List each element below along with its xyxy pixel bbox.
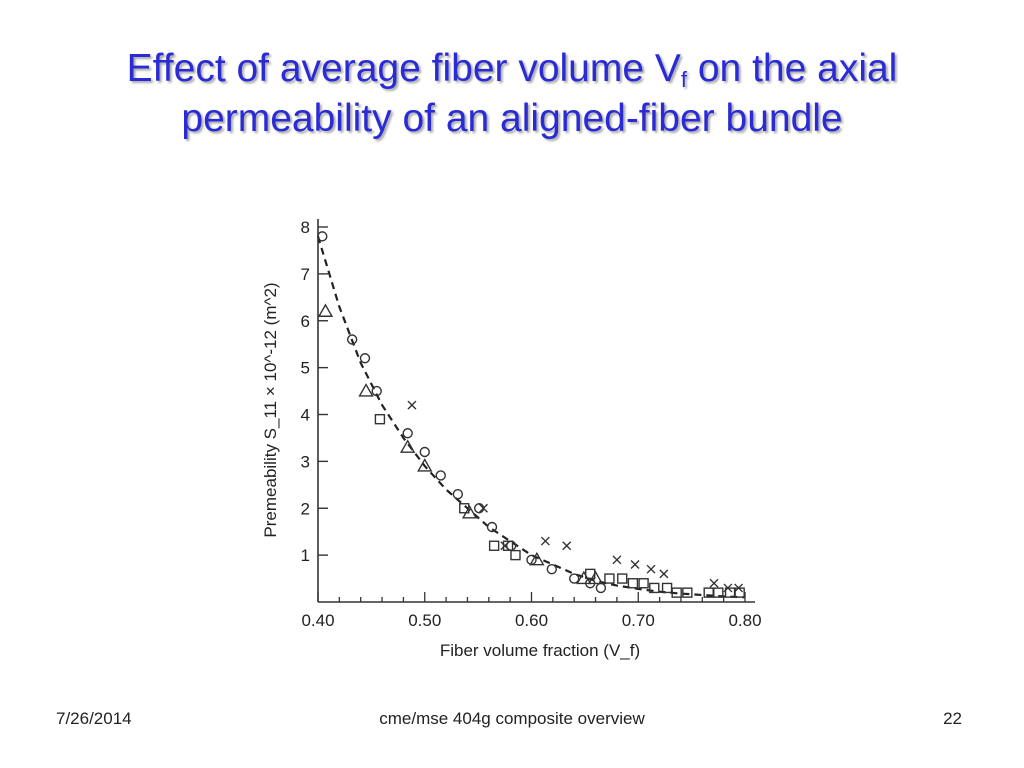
footer-course: cme/mse 404g composite overview	[379, 709, 645, 728]
data-point-cross	[723, 583, 733, 593]
y-tick-label: 4	[301, 406, 310, 425]
data-point-cross	[540, 536, 550, 546]
data-point-circle	[546, 563, 557, 575]
data-point-triangle	[317, 303, 334, 317]
data-point-cross	[659, 569, 669, 579]
data-point-square	[713, 587, 724, 598]
footer-page-number: 22	[943, 709, 962, 728]
data-point-cross	[734, 583, 744, 593]
data-point-cross	[630, 560, 640, 569]
slide-title: Effect of average fiber volume Vf on the…	[0, 44, 1024, 144]
data-point-circle	[371, 385, 382, 397]
permeability-chart: 1 2 3 4 5 6 7 8 0.40 0.50 0.60 0.70 0.80 Fiber volum…	[261, 218, 762, 660]
data-point-cross	[709, 578, 719, 588]
y-tick-label: 8	[301, 218, 310, 237]
data-point-cross	[612, 555, 622, 565]
data-point-circle	[419, 446, 430, 458]
y-tick-label: 6	[301, 312, 310, 331]
x-axis-label: Fiber volume fraction (V_f)	[440, 641, 640, 660]
data-point-triangle	[358, 383, 374, 397]
title-text-part1: Effect of average fiber volume V	[126, 47, 681, 90]
y-tick-label: 3	[301, 452, 310, 471]
data-point-circle	[346, 334, 358, 345]
data-point-square	[627, 578, 639, 589]
data-point-square	[638, 578, 649, 589]
data-point-square	[604, 573, 615, 584]
data-points-layer	[317, 231, 745, 598]
x-tick-label: 0.50	[408, 611, 441, 630]
data-point-square	[649, 582, 660, 594]
title-line-2: permeability of an aligned-fiber bundle	[181, 97, 843, 140]
data-point-cross	[500, 541, 510, 551]
data-point-square	[374, 413, 386, 425]
title-line-1: Effect of average fiber volume Vf on the…	[0, 44, 1024, 94]
x-tick-label: 0.70	[622, 611, 655, 630]
fit-curve-layer	[316, 236, 746, 599]
footer-date: 7/26/2014	[56, 709, 132, 728]
data-point-circle	[452, 488, 464, 500]
data-point-triangle	[399, 439, 416, 453]
data-point-square	[617, 573, 628, 584]
data-point-square	[682, 587, 693, 598]
data-point-circle	[402, 428, 413, 439]
x-tick-label: 0.80	[728, 611, 761, 630]
fit-curve	[316, 236, 746, 599]
data-point-circle	[569, 573, 580, 584]
data-point-square	[671, 587, 682, 598]
y-axis-label: Premeability S_11 × 10^-12 (m^2)	[261, 282, 280, 537]
data-point-triangle	[529, 551, 545, 566]
data-point-circle	[435, 470, 446, 481]
data-point-cross	[407, 400, 417, 410]
data-point-square	[502, 540, 514, 551]
data-point-square	[585, 568, 596, 580]
chart-axes: 1 2 3 4 5 6 7 8 0.40 0.50 0.60 0.70 0.80	[301, 218, 762, 630]
data-point-circle	[359, 353, 371, 364]
x-tick-label: 0.40	[301, 611, 334, 630]
x-tick-label: 0.60	[515, 611, 548, 630]
y-tick-label: 5	[301, 359, 310, 378]
data-point-triangle	[417, 458, 433, 472]
title-subscript: f	[680, 67, 688, 92]
y-tick-label: 7	[301, 265, 310, 284]
data-point-square	[459, 503, 470, 514]
data-point-square	[510, 549, 521, 561]
data-point-circle	[473, 503, 485, 514]
data-point-square	[488, 540, 500, 551]
data-point-cross	[478, 503, 488, 513]
data-point-cross	[646, 564, 656, 574]
data-point-circle	[317, 231, 328, 242]
y-tick-label: 2	[301, 499, 310, 518]
data-point-circle	[595, 582, 607, 594]
title-text-part2: on the axial	[687, 47, 898, 90]
data-point-circle	[486, 521, 498, 533]
y-tick-label: 1	[301, 546, 310, 565]
data-point-cross	[562, 541, 572, 551]
